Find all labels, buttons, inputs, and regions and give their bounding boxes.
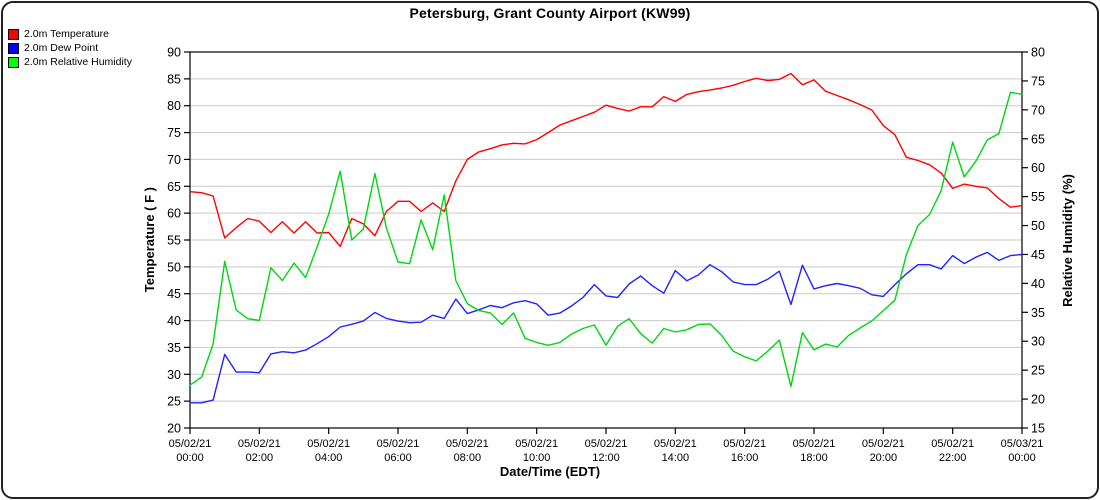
y-axis-left-title: Temperature ( F ) [141,187,157,293]
y-left-tick-label: 30 [167,368,181,382]
x-tick-time-label: 06:00 [384,452,412,464]
x-tick-date-label: 05/02/21 [377,438,420,450]
y-left-tick-label: 85 [167,72,181,86]
y-right-tick-label: 15 [1031,422,1045,436]
y-left-tick-label: 75 [167,126,181,140]
y-left-tick-label: 60 [167,207,181,221]
y-left-tick-label: 45 [167,287,181,301]
chart-legend: 2.0m Temperature 2.0m Dew Point 2.0m Rel… [8,27,132,69]
y-left-tick-label: 35 [167,341,181,355]
y-left-tick-label: 80 [167,99,181,113]
x-tick-time-label: 00:00 [1008,452,1036,464]
x-tick-date-label: 05/02/21 [307,438,350,450]
legend-label: 2.0m Dew Point [24,42,99,54]
x-tick-date-label: 05/03/21 [1001,438,1044,450]
legend-item-relative-humidity: 2.0m Relative Humidity [8,55,132,69]
x-tick-date-label: 05/02/21 [585,438,628,450]
y-left-tick-label: 20 [167,422,181,436]
y-left-tick-label: 65 [167,180,181,194]
series-line--m-dew-point [189,251,1023,404]
x-tick-time-label: 22:00 [939,452,967,464]
x-tick-date-label: 05/02/21 [515,438,558,450]
y-right-tick-label: 35 [1031,306,1045,320]
x-tick-time-label: 00:00 [176,452,204,464]
x-tick-time-label: 14:00 [662,452,690,464]
x-tick-time-label: 20:00 [870,452,898,464]
x-tick-date-label: 05/02/21 [654,438,697,450]
y-right-tick-label: 40 [1031,277,1045,291]
y-right-tick-label: 25 [1031,364,1045,378]
x-tick-time-label: 12:00 [592,452,620,464]
y-left-tick-label: 25 [167,395,181,409]
legend-label: 2.0m Temperature [24,28,110,40]
x-tick-date-label: 05/02/21 [723,438,766,450]
x-tick-time-label: 02:00 [246,452,274,464]
y-right-tick-label: 80 [1031,46,1045,60]
x-tick-time-label: 08:00 [454,452,482,464]
y-right-tick-label: 45 [1031,248,1045,262]
x-tick-date-label: 05/02/21 [793,438,836,450]
x-tick-time-label: 16:00 [731,452,759,464]
y-right-tick-label: 75 [1031,74,1045,88]
y-axis-right-title: Relative Humidity (%) [1059,173,1075,307]
dew-point-swatch-icon [8,42,19,54]
y-right-tick-label: 50 [1031,219,1045,233]
y-right-tick-label: 65 [1031,132,1045,146]
y-left-tick-label: 70 [167,153,181,167]
x-axis-title: Date/Time (EDT) [499,464,601,479]
y-right-tick-label: 55 [1031,190,1045,204]
x-tick-date-label: 05/02/21 [169,438,212,450]
x-tick-date-label: 05/02/21 [931,438,974,450]
chart-title: Petersburg, Grant County Airport (KW99) [409,5,691,21]
legend-item-temperature: 2.0m Temperature [8,27,132,41]
x-tick-time-label: 18:00 [800,452,828,464]
legend-item-dew-point: 2.0m Dew Point [8,41,132,55]
y-right-tick-label: 20 [1031,393,1045,407]
y-left-tick-label: 50 [167,260,181,274]
x-tick-time-label: 10:00 [523,452,551,464]
y-left-tick-label: 55 [167,234,181,248]
series-line--m-temperature [189,72,1023,248]
x-tick-time-label: 04:00 [315,452,343,464]
legend-label: 2.0m Relative Humidity [24,56,132,68]
y-right-tick-label: 30 [1031,335,1045,349]
y-left-tick-label: 40 [167,314,181,328]
y-right-tick-label: 60 [1031,161,1045,175]
x-tick-date-label: 05/02/21 [862,438,905,450]
y-right-tick-label: 70 [1031,103,1045,117]
x-tick-date-label: 05/02/21 [446,438,489,450]
y-left-tick-label: 90 [167,46,181,60]
temperature-swatch-icon [8,28,19,40]
x-tick-date-label: 05/02/21 [238,438,281,450]
relative-humidity-swatch-icon [8,56,19,68]
series-line--m-relative-humidity [189,91,1023,388]
